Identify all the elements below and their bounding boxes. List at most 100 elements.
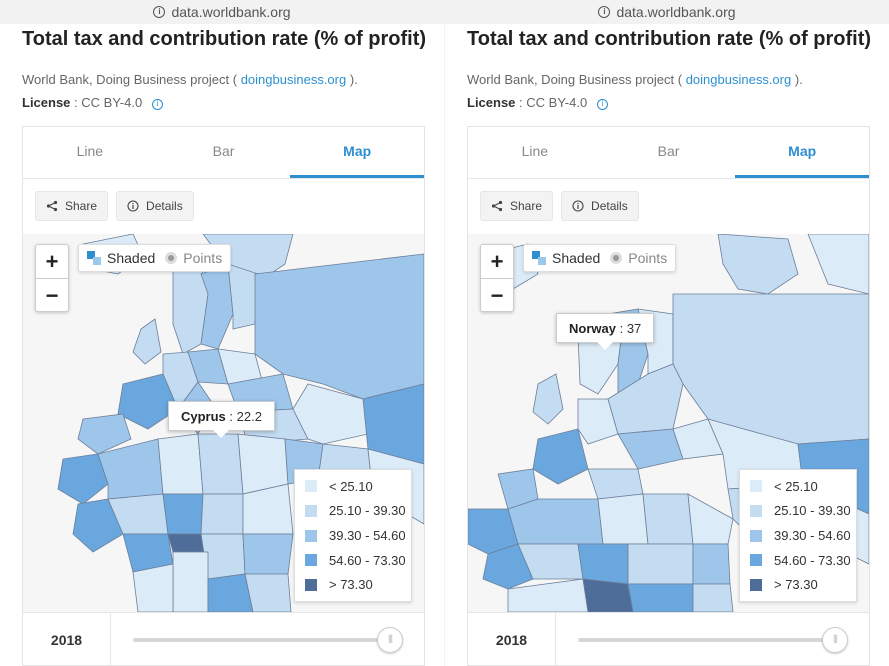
legend-item: 39.30 - 54.60 xyxy=(740,523,856,548)
panel-left: i data.worldbank.org Total tax and contr… xyxy=(0,0,444,666)
address-bar[interactable]: i data.worldbank.org xyxy=(0,0,444,24)
info-icon xyxy=(127,200,139,212)
points-icon xyxy=(165,252,178,264)
legend-label: < 25.10 xyxy=(774,478,818,494)
license-line: License : CC BY-4.0 i xyxy=(22,95,163,110)
share-button[interactable]: Share xyxy=(35,191,109,221)
year-slider-bar: 2018 xyxy=(468,612,869,666)
zoom-control: + − xyxy=(35,244,69,312)
license-value: : CC BY-4.0 xyxy=(519,95,588,110)
legend-swatch xyxy=(750,554,762,567)
share-label: Share xyxy=(65,199,98,213)
mode-shaded-label: Shaded xyxy=(107,250,156,266)
license-label: License xyxy=(22,95,71,110)
legend-swatch xyxy=(305,578,317,591)
tab-bar[interactable]: Bar xyxy=(212,143,235,159)
details-label: Details xyxy=(146,199,183,213)
source-link[interactable]: doingbusiness.org xyxy=(240,72,347,87)
year-slider-handle[interactable] xyxy=(822,626,848,653)
legend-label: > 73.30 xyxy=(774,577,818,593)
zoom-in-button[interactable]: + xyxy=(45,249,59,274)
legend-item: 25.10 - 39.30 xyxy=(295,499,411,524)
legend-item: 25.10 - 39.30 xyxy=(740,499,856,524)
legend-swatch xyxy=(750,578,762,591)
legend-swatch xyxy=(750,529,762,542)
mode-points-label: Points xyxy=(183,250,223,266)
share-icon xyxy=(46,200,58,212)
zoom-in-button[interactable]: + xyxy=(490,249,504,274)
map-geography xyxy=(57,234,424,612)
mode-points-label: Points xyxy=(628,250,668,266)
legend-item: < 25.10 xyxy=(295,474,411,499)
tab-bar[interactable]: Bar xyxy=(657,143,680,159)
mode-shaded-label: Shaded xyxy=(552,250,601,266)
source-link[interactable]: doingbusiness.org xyxy=(685,72,792,87)
legend-label: < 25.10 xyxy=(329,478,373,494)
info-icon: i xyxy=(598,6,611,18)
source-line: World Bank, Doing Business project ( doi… xyxy=(467,72,803,87)
source-prefix: World Bank, Doing Business project ( xyxy=(22,72,238,87)
zoom-control: + − xyxy=(480,244,514,312)
tab-line[interactable]: Line xyxy=(76,143,104,159)
tab-map[interactable]: Map xyxy=(290,127,425,178)
details-button[interactable]: Details xyxy=(561,191,639,221)
mode-shaded[interactable]: Shaded xyxy=(87,250,155,266)
details-label: Details xyxy=(591,199,628,213)
source-prefix: World Bank, Doing Business project ( xyxy=(467,72,683,87)
license-info-icon[interactable]: i xyxy=(151,99,163,110)
url-text: data.worldbank.org xyxy=(171,4,291,20)
map-legend: < 25.10 25.10 - 39.30 39.30 - 54.60 54.6… xyxy=(739,469,857,602)
info-icon xyxy=(572,200,584,212)
legend-label: 25.10 - 39.30 xyxy=(329,503,406,519)
chart-card: Line Bar Map Share Details xyxy=(22,126,425,666)
year-label: 2018 xyxy=(23,612,111,666)
tooltip-country: Cyprus xyxy=(181,409,226,424)
points-icon xyxy=(610,252,623,264)
source-line: World Bank, Doing Business project ( doi… xyxy=(22,72,358,87)
map-geography xyxy=(468,234,869,612)
share-button[interactable]: Share xyxy=(480,191,554,221)
map-mode-toggle: Shaded Points xyxy=(523,244,677,272)
share-icon xyxy=(491,200,503,212)
legend-item: 54.60 - 73.30 xyxy=(295,548,411,573)
info-icon: i xyxy=(153,6,166,18)
page-title: Total tax and contribution rate (% of pr… xyxy=(22,28,427,50)
legend-label: 39.30 - 54.60 xyxy=(774,528,851,544)
zoom-out-button[interactable]: − xyxy=(481,278,513,311)
license-value: : CC BY-4.0 xyxy=(74,95,143,110)
mode-points[interactable]: Points xyxy=(610,250,667,266)
mode-points[interactable]: Points xyxy=(165,250,222,266)
legend-item: > 73.30 xyxy=(295,572,411,597)
tooltip-value: : 37 xyxy=(619,321,642,336)
legend-item: 39.30 - 54.60 xyxy=(295,523,411,548)
year-slider-track[interactable] xyxy=(578,626,848,653)
legend-label: 39.30 - 54.60 xyxy=(329,528,406,544)
legend-item: < 25.10 xyxy=(740,474,856,499)
legend-swatch xyxy=(750,480,762,493)
map-tooltip: Cyprus : 22.2 xyxy=(168,401,275,438)
share-label: Share xyxy=(510,199,543,213)
view-tabs: Line Bar Map xyxy=(468,127,870,179)
view-tabs: Line Bar Map xyxy=(23,127,425,179)
map-tooltip: Norway : 37 xyxy=(556,313,655,350)
details-button[interactable]: Details xyxy=(116,191,194,221)
choropleth-map[interactable]: + − Shaded Points Norway : 37 < 25.10 25 xyxy=(468,234,869,612)
license-info-icon[interactable]: i xyxy=(596,99,608,110)
tooltip-country: Norway xyxy=(569,321,616,336)
url-text: data.worldbank.org xyxy=(616,4,736,20)
zoom-out-button[interactable]: − xyxy=(36,278,68,311)
year-slider-track[interactable] xyxy=(133,626,403,653)
mode-shaded[interactable]: Shaded xyxy=(532,250,600,266)
legend-swatch xyxy=(305,554,317,567)
source-suffix: ). xyxy=(349,72,358,87)
chart-actions: Share Details xyxy=(35,191,194,221)
choropleth-map[interactable]: + − Shaded Points Cyprus : 22.2 < 25.10 xyxy=(23,234,424,612)
address-bar[interactable]: i data.worldbank.org xyxy=(445,0,889,24)
year-label: 2018 xyxy=(468,612,556,666)
legend-item: > 73.30 xyxy=(740,572,856,597)
shaded-icon xyxy=(532,251,546,265)
license-line: License : CC BY-4.0 i xyxy=(467,95,608,110)
tab-line[interactable]: Line xyxy=(521,143,549,159)
tab-map[interactable]: Map xyxy=(735,127,870,178)
year-slider-handle[interactable] xyxy=(377,626,403,653)
